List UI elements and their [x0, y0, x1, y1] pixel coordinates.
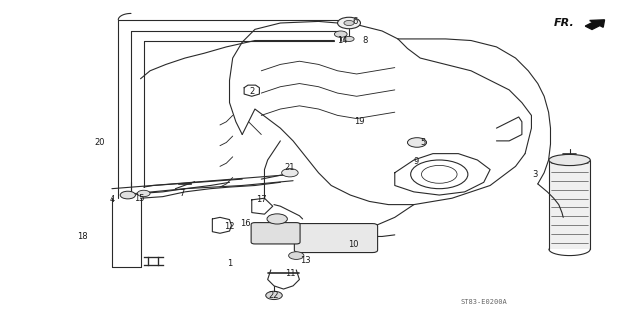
Circle shape — [267, 214, 287, 224]
Text: 17: 17 — [256, 195, 267, 204]
Text: 1: 1 — [227, 259, 232, 268]
Bar — [549, 160, 590, 249]
Text: 11: 11 — [285, 268, 295, 278]
Circle shape — [344, 20, 354, 26]
Text: 2: 2 — [249, 87, 254, 96]
FancyBboxPatch shape — [251, 223, 300, 244]
Text: FR.: FR. — [554, 18, 575, 28]
Text: 13: 13 — [301, 256, 311, 265]
Text: 16: 16 — [240, 219, 251, 228]
Text: ST83-E0200A: ST83-E0200A — [461, 299, 507, 305]
Text: 12: 12 — [224, 222, 235, 231]
Text: 20: 20 — [94, 138, 104, 147]
FancyArrow shape — [585, 20, 605, 29]
Text: 10: 10 — [348, 240, 359, 249]
Text: 18: 18 — [76, 232, 87, 241]
Text: 3: 3 — [532, 170, 537, 179]
Text: 7: 7 — [179, 189, 185, 198]
Circle shape — [289, 252, 304, 260]
Text: 5: 5 — [421, 138, 426, 147]
Text: 4: 4 — [110, 195, 115, 204]
Circle shape — [138, 190, 150, 197]
Text: 8: 8 — [362, 36, 368, 45]
FancyBboxPatch shape — [294, 224, 378, 252]
Circle shape — [266, 291, 282, 300]
Circle shape — [282, 169, 298, 177]
Circle shape — [120, 191, 136, 199]
Circle shape — [408, 138, 427, 147]
Ellipse shape — [549, 155, 590, 165]
Text: 15: 15 — [134, 194, 145, 203]
Circle shape — [344, 36, 354, 42]
Text: 6: 6 — [353, 17, 358, 26]
Text: 19: 19 — [355, 117, 365, 126]
Circle shape — [338, 17, 361, 29]
Text: 9: 9 — [413, 157, 419, 166]
Text: 22: 22 — [269, 291, 279, 300]
Text: 14: 14 — [337, 36, 347, 45]
Circle shape — [334, 31, 347, 37]
Text: 21: 21 — [285, 164, 295, 172]
